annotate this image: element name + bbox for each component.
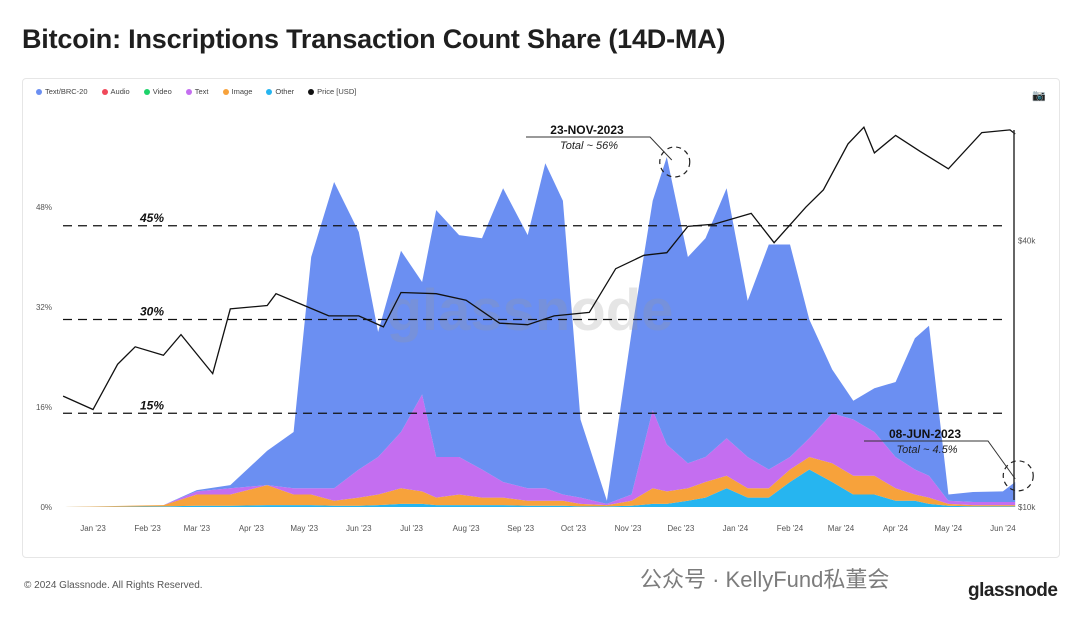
x-tick-label: May '23 <box>290 524 318 533</box>
legend-item[interactable]: Video <box>143 87 172 96</box>
area-text-brc-20 <box>63 157 1016 507</box>
x-tick-label: Feb '23 <box>134 524 161 533</box>
x-tick-label: Jul '23 <box>400 524 423 533</box>
chart-card <box>22 78 1060 558</box>
x-tick-label: Oct '23 <box>561 524 587 533</box>
annotation-circle <box>1002 460 1034 492</box>
reference-line-label: 45% <box>139 211 164 225</box>
reference-line-label: 15% <box>140 398 164 412</box>
x-tick-label: Jun '23 <box>346 524 372 533</box>
area-other <box>63 469 1016 507</box>
x-tick-label: Feb '24 <box>777 524 804 533</box>
annotation-leader <box>526 136 673 161</box>
x-tick-label: Apr '24 <box>883 524 909 533</box>
x-tick-label: Mar '24 <box>828 524 855 533</box>
legend-label: Price [USD] <box>317 87 357 96</box>
legend-item[interactable]: Other <box>266 87 294 96</box>
x-tick-label: Jan '23 <box>80 524 106 533</box>
legend-swatch <box>222 88 229 95</box>
x-tick-label: May '24 <box>934 524 962 533</box>
legend-label: Text <box>194 87 209 96</box>
camera-icon[interactable]: 📷 <box>1032 90 1046 102</box>
wechat-watermark: 公众号 · KellyFund私董会 <box>640 567 890 592</box>
y-tick-label: 16% <box>36 403 52 412</box>
area-text <box>63 394 1016 507</box>
glassnode-watermark: glassnode <box>387 278 674 343</box>
y-tick-label: 32% <box>36 303 52 312</box>
legend-label: Image <box>231 87 253 96</box>
glassnode-logo: glassnode <box>968 580 1058 601</box>
legend-swatch <box>143 88 150 95</box>
legend-swatch <box>36 88 42 95</box>
chart-title: Bitcoin: Inscriptions Transaction Count … <box>22 24 726 54</box>
x-tick-label: Nov '23 <box>615 524 642 533</box>
legend-item[interactable]: Audio <box>101 87 130 96</box>
y-tick-label: 48% <box>36 203 52 212</box>
y-right-tick-label: $10k <box>1018 503 1036 512</box>
annotation-date: 23-NOV-2023 <box>550 123 624 137</box>
legend-label: Audio <box>110 87 130 96</box>
legend-label: Text/BRC-20 <box>45 87 88 96</box>
price-line <box>62 126 1016 411</box>
annotation-leader <box>864 440 1016 480</box>
legend-swatch <box>308 88 315 95</box>
annotation-date: 08-JUN-2023 <box>889 427 961 441</box>
copyright-footer: © 2024 Glassnode. All Rights Reserved. <box>24 580 203 591</box>
legend-label: Other <box>275 87 295 96</box>
legend: Text/BRC-20 Audio Video Text Image Other Price… <box>36 87 356 96</box>
x-tick-label: Apr '23 <box>239 524 265 533</box>
x-tick-label: Jan '24 <box>723 524 749 533</box>
x-tick-label: Jun '24 <box>990 524 1016 533</box>
legend-item[interactable]: Image <box>222 87 253 96</box>
annotation-text: Total ~ 4.5% <box>896 444 957 456</box>
legend-item[interactable]: Text/BRC-20 <box>36 87 88 96</box>
x-tick-label: Sep '23 <box>507 524 534 533</box>
legend-item[interactable]: Price [USD] <box>308 87 356 96</box>
legend-item[interactable]: Text <box>185 87 209 96</box>
x-tick-label: Dec '23 <box>667 524 694 533</box>
y-tick-label: 0% <box>40 503 52 512</box>
legend-swatch <box>185 88 192 95</box>
annotation-circle <box>659 146 691 178</box>
legend-swatch <box>101 88 108 95</box>
legend-label: Video <box>152 87 172 96</box>
legend-swatch <box>266 88 273 95</box>
reference-line-label: 30% <box>140 305 164 319</box>
x-tick-label: Aug '23 <box>453 524 480 533</box>
annotation-text: Total ~ 56% <box>560 140 618 152</box>
y-right-tick-label: $40k <box>1018 236 1036 245</box>
x-tick-label: Mar '23 <box>184 524 211 533</box>
